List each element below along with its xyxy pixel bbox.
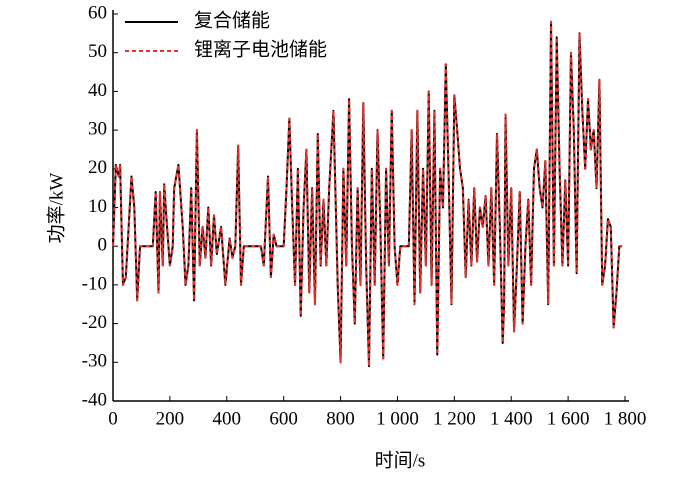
x-axis-label: 时间/s xyxy=(375,449,426,471)
legend-label: 复合储能 xyxy=(194,9,270,31)
x-tick-label: 1 600 xyxy=(547,408,590,429)
x-tick-label: 800 xyxy=(326,408,355,429)
y-tick-label: -10 xyxy=(82,273,107,294)
y-tick-label: -30 xyxy=(82,351,107,372)
x-tick-label: 1 800 xyxy=(604,408,647,429)
x-tick-label: 400 xyxy=(213,408,242,429)
x-tick-label: 200 xyxy=(156,408,185,429)
x-tick-label: 0 xyxy=(108,408,118,429)
y-tick-label: 0 xyxy=(98,235,108,256)
y-axis-label: 功率/kW xyxy=(45,173,67,244)
y-tick-label: 60 xyxy=(88,2,107,23)
legend-label: 锂离子电池储能 xyxy=(194,38,327,60)
y-tick-label: 30 xyxy=(88,118,107,139)
x-tick-label: 600 xyxy=(269,408,298,429)
y-tick-label: -40 xyxy=(82,389,107,410)
y-tick-label: 50 xyxy=(88,41,107,62)
y-tick-label: -20 xyxy=(82,312,107,333)
x-tick-label: 1 000 xyxy=(376,408,419,429)
x-tick-label: 1 200 xyxy=(433,408,476,429)
y-tick-label: 20 xyxy=(88,157,107,178)
y-tick-label: 10 xyxy=(88,196,107,217)
y-tick-label: 40 xyxy=(88,80,107,101)
x-tick-label: 1 400 xyxy=(490,408,533,429)
series-line xyxy=(112,20,623,368)
